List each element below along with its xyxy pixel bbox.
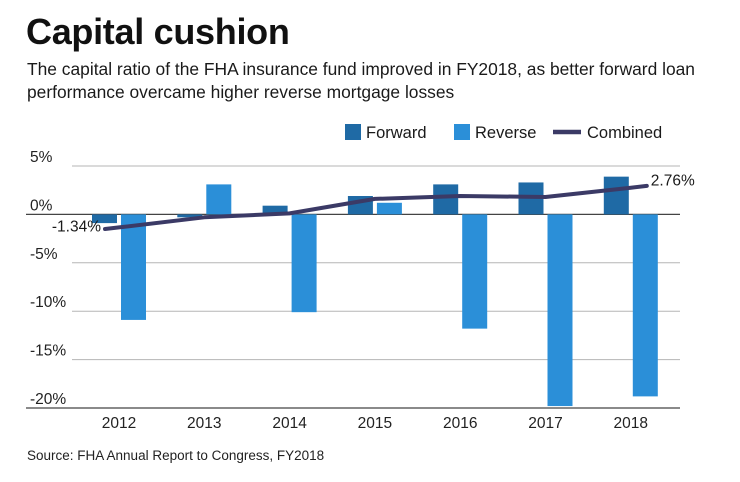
legend-label-forward: Forward: [366, 124, 427, 142]
bar-forward: [262, 205, 288, 215]
bar-forward: [603, 176, 629, 215]
y-tick-label: 5%: [30, 149, 53, 166]
legend-swatch-forward: [345, 124, 361, 140]
source-note: Source: FHA Annual Report to Congress, F…: [27, 448, 325, 463]
x-tick-label: 2015: [358, 415, 392, 432]
x-tick-label: 2013: [187, 415, 221, 432]
bar-reverse: [291, 214, 317, 313]
y-tick-label: 0%: [30, 197, 53, 214]
x-tick-label: 2017: [528, 415, 562, 432]
x-tick-label: 2016: [443, 415, 477, 432]
bar-reverse: [376, 202, 402, 215]
x-tick-label: 2018: [614, 415, 648, 432]
bar-reverse: [462, 214, 488, 329]
data-label-combined: -1.34%: [52, 218, 101, 235]
bar-reverse: [121, 214, 146, 320]
data-label-combined: 2.76%: [651, 173, 695, 190]
y-tick-label: -10%: [30, 294, 66, 311]
legend-label-combined: Combined: [587, 124, 662, 142]
bar-reverse: [632, 214, 658, 397]
page-title: Capital cushion: [26, 11, 290, 52]
chart-subtitle: The capital ratio of the FHA insurance f…: [27, 59, 695, 102]
bar-forward: [433, 184, 459, 215]
bar-reverse: [206, 184, 232, 215]
legend-label-reverse: Reverse: [475, 124, 536, 142]
bar-forward: [177, 214, 203, 218]
x-tick-label: 2014: [272, 415, 307, 432]
bar-reverse: [547, 214, 573, 407]
x-tick-label: 2012: [102, 415, 136, 432]
y-tick-label: -20%: [30, 391, 66, 408]
y-tick-label: -5%: [30, 246, 58, 263]
bar-forward: [92, 214, 117, 224]
y-tick-label: -15%: [30, 343, 66, 360]
legend-swatch-reverse: [454, 124, 470, 140]
